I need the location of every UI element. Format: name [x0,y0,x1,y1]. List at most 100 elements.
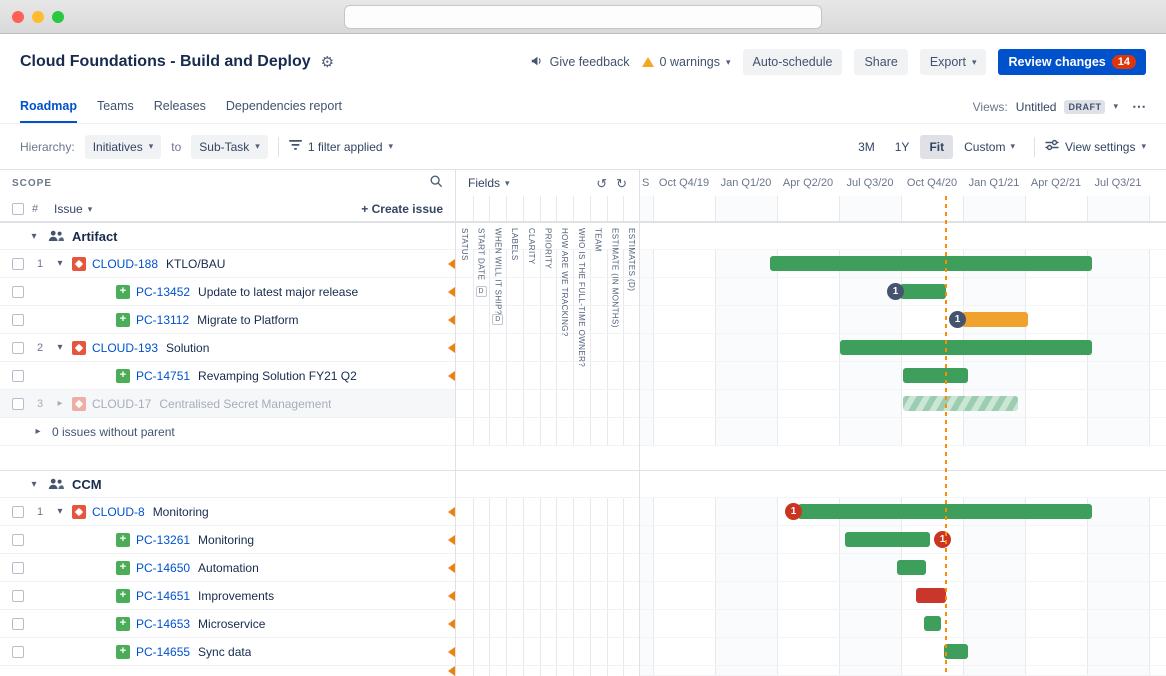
issue-row[interactable]: + PC-13112 Migrate to Platform [0,306,455,334]
row-checkbox[interactable] [12,533,24,546]
issue-row[interactable]: + PC-14650 Automation [0,554,455,582]
gantt-bar[interactable] [845,532,930,547]
row-checkbox[interactable] [12,589,24,602]
chevron-down-icon[interactable]: ▾ [57,258,63,269]
issue-key-link[interactable]: CLOUD-188 [92,256,159,271]
chevron-down-icon[interactable]: ▾ [31,478,37,490]
field-column-line [506,196,508,676]
issue-row[interactable]: + PC-14655 Sync data [0,638,455,666]
issue-key-link[interactable]: CLOUD-193 [92,340,159,355]
browser-address-bar[interactable] [344,5,822,29]
issue-key-link[interactable]: PC-14650 [136,560,191,575]
tab-teams[interactable]: Teams [96,98,134,113]
issue-row[interactable]: 2 ▾ CLOUD-193 Solution [0,334,455,362]
gantt-bar[interactable] [770,256,1092,271]
team-icon [48,478,64,490]
row-checkbox[interactable] [12,645,24,658]
search-icon[interactable] [429,174,443,193]
warnings-dropdown[interactable]: 0 warnings ▾ [641,55,731,69]
group-header-row[interactable]: ▾ Artifact [0,222,455,250]
close-window-button[interactable] [12,11,24,23]
gantt-bar[interactable] [962,312,1028,327]
zoom-1y-button[interactable]: 1Y [886,135,919,159]
create-issue-button[interactable]: + Create issue [361,202,443,216]
timeline-column-shade [640,196,653,676]
row-checkbox[interactable] [12,561,24,574]
issue-row[interactable]: + PC-14653 Microservice [0,610,455,638]
fields-row [456,418,639,446]
issue-key-link[interactable]: CLOUD-8 [92,504,145,519]
chevron-down-icon[interactable]: ▾ [31,230,37,242]
issue-row[interactable]: + PC-14751 Revamping Solution FY21 Q2 [0,362,455,390]
issue-key-link[interactable]: PC-13112 [136,312,190,327]
gantt-bar[interactable] [840,340,1092,355]
chevron-down-icon[interactable]: ▾ [57,506,63,517]
gantt-bar[interactable] [916,588,946,603]
issue-row[interactable]: + PC-13261 Monitoring [0,526,455,554]
row-checkbox[interactable] [12,313,24,326]
row-checkbox[interactable] [12,257,24,270]
row-checkbox[interactable] [12,369,24,382]
redo-icon[interactable]: ↻ [616,175,627,191]
issues-without-parent-row[interactable]: ▸ 0 issues without parent [0,418,455,446]
select-all-checkbox[interactable] [12,203,24,215]
issue-key-link[interactable]: PC-13261 [136,532,191,547]
view-settings-dropdown[interactable]: View settings ▾ [1045,139,1146,154]
dependency-badge[interactable]: 1 [949,311,966,328]
minimize-window-button[interactable] [32,11,44,23]
issue-row[interactable]: + PC-13452 Update to latest major release [0,278,455,306]
issue-row[interactable]: 1 ▾ CLOUD-188 KTLO/BAU [0,250,455,278]
row-checkbox[interactable] [12,505,24,518]
issue-column-header[interactable]: Issue ▾ [54,202,92,216]
issue-key-link[interactable]: CLOUD-17 [92,396,152,411]
undo-icon[interactable]: ↺ [596,175,608,191]
gantt-bar[interactable] [897,560,926,575]
zoom-3m-button[interactable]: 3M [849,135,884,159]
fields-dropdown[interactable]: Fields [468,176,501,190]
issue-key-link[interactable]: PC-14653 [136,616,191,631]
chevron-down-icon[interactable]: ▾ [1113,101,1118,111]
more-options-button[interactable]: ⋯ [1132,98,1146,114]
gantt-bar[interactable] [903,396,1018,411]
issue-row[interactable]: + PC-14651 Improvements [0,582,455,610]
hierarchy-to-dropdown[interactable]: Sub-Task ▾ [191,134,268,159]
chevron-down-icon[interactable]: ▾ [57,342,63,353]
review-changes-button[interactable]: Review changes 14 [998,49,1146,75]
chevron-right-icon[interactable]: ▸ [35,426,41,437]
issue-row[interactable]: 3 ▸ CLOUD-17 Centralised Secret Management [0,390,455,418]
dependency-badge[interactable]: 1 [887,283,904,300]
dependency-badge[interactable]: 1 [785,503,802,520]
issue-row[interactable]: 1 ▾ CLOUD-8 Monitoring [0,498,455,526]
row-checkbox[interactable] [12,285,24,298]
hierarchy-from-dropdown[interactable]: Initiatives ▾ [84,134,162,159]
row-checkbox[interactable] [12,397,24,410]
gantt-bar[interactable] [924,616,941,631]
plan-settings-gear-icon[interactable]: ⚙ [320,54,335,71]
tab-roadmap[interactable]: Roadmap [20,90,77,123]
filters-dropdown[interactable]: 1 filter applied ▾ [288,139,393,154]
chevron-right-icon[interactable]: ▸ [57,398,63,409]
export-dropdown[interactable]: Export ▾ [919,49,987,75]
current-view-name[interactable]: Untitled [1015,99,1057,114]
share-button[interactable]: Share [854,49,908,75]
auto-schedule-button[interactable]: Auto-schedule [742,49,843,75]
zoom-window-button[interactable] [52,11,64,23]
group-header-row[interactable]: ▾ CCM [0,470,455,498]
gantt-bar[interactable] [900,284,946,299]
issue-key-link[interactable]: PC-14651 [136,588,191,603]
give-feedback-button[interactable]: Give feedback [530,54,630,71]
gantt-bar[interactable] [903,368,968,383]
issue-key-link[interactable]: PC-13452 [136,284,191,299]
issue-key-link[interactable]: PC-14655 [136,644,191,659]
row-number: 1 [36,505,44,518]
timeline-column-line [963,196,964,676]
row-checkbox[interactable] [12,341,24,354]
zoom-custom-dropdown[interactable]: Custom ▾ [955,135,1024,159]
zoom-fit-button[interactable]: Fit [920,134,954,159]
gantt-bar[interactable] [944,644,968,659]
tab-releases[interactable]: Releases [153,98,206,113]
issue-key-link[interactable]: PC-14751 [136,368,191,383]
row-checkbox[interactable] [12,617,24,630]
dependency-badge[interactable]: 1 [934,531,951,548]
tab-dependencies-report[interactable]: Dependencies report [225,98,342,113]
